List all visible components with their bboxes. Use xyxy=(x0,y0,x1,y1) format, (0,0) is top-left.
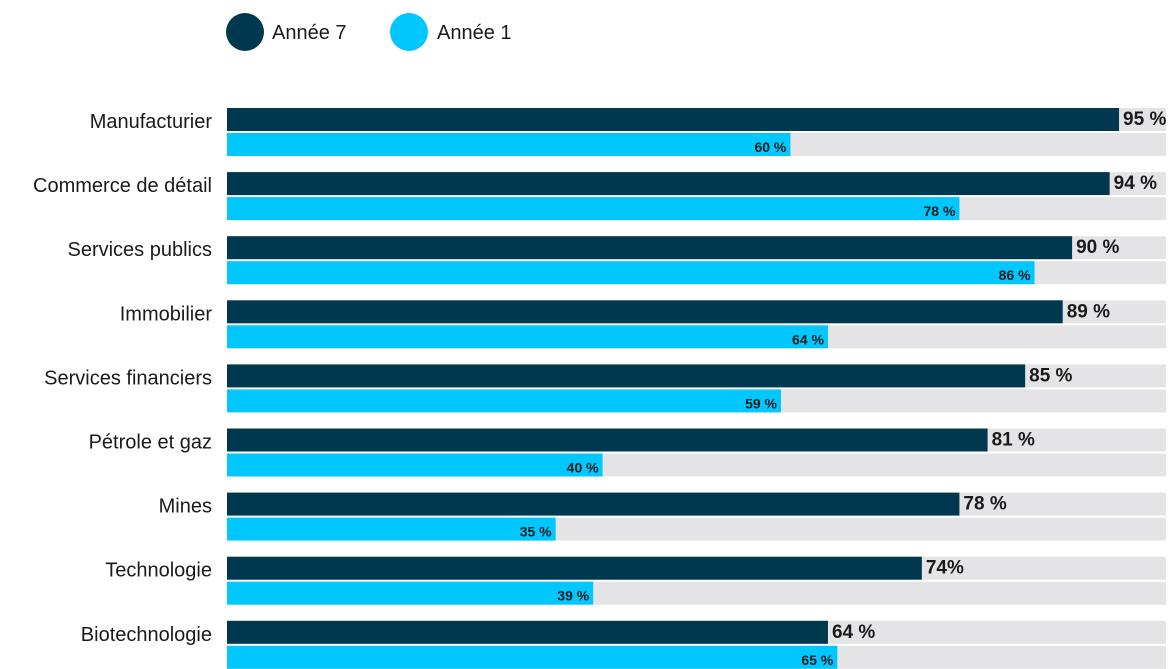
bar-year1 xyxy=(227,645,838,669)
bar-year1 xyxy=(227,389,782,413)
bar-year7 xyxy=(227,300,1063,324)
data-label-year1: 64 % xyxy=(792,331,824,347)
data-label-year1: 86 % xyxy=(999,267,1031,283)
bar-year1 xyxy=(227,325,828,349)
data-label-year7: 74% xyxy=(926,558,964,579)
data-label-year7: 90 % xyxy=(1076,237,1119,258)
legend-label-2: Année 1 xyxy=(437,22,512,44)
bar-year7 xyxy=(227,108,1120,131)
category-label: Commerce de détail xyxy=(33,175,212,197)
data-label-year7: 78 % xyxy=(963,494,1006,515)
bar-year1 xyxy=(227,581,594,605)
data-label-year1: 78 % xyxy=(923,203,955,219)
data-label-year7: 81 % xyxy=(992,430,1035,451)
bar-year1 xyxy=(227,197,960,221)
category-label: Services financiers xyxy=(44,367,212,389)
category-label: Mines xyxy=(159,496,212,518)
data-label-year7: 85 % xyxy=(1029,365,1072,386)
category-label: Biotechnologie xyxy=(81,624,212,646)
bar-year7 xyxy=(227,620,828,644)
bar-year7 xyxy=(227,236,1073,260)
legend-swatch-1 xyxy=(226,13,264,51)
data-label-year1: 39 % xyxy=(557,588,589,604)
bar-year7 xyxy=(227,364,1026,388)
legend-label-1: Année 7 xyxy=(272,22,347,44)
bar-year1 xyxy=(227,261,1035,285)
bar-year1 xyxy=(227,453,603,477)
legend-swatch-2 xyxy=(390,13,428,51)
category-label: Immobilier xyxy=(120,303,213,325)
data-label-year1: 60 % xyxy=(754,139,786,155)
data-label-year7: 89 % xyxy=(1067,301,1110,322)
data-label-year1: 65 % xyxy=(801,652,833,668)
data-label-year7: 94 % xyxy=(1114,173,1157,194)
category-label: Manufacturier xyxy=(90,111,213,133)
bar-year7 xyxy=(227,428,988,452)
bar-year7 xyxy=(227,172,1110,196)
bar-year7 xyxy=(227,556,922,580)
bar-year1 xyxy=(227,517,556,541)
data-label-year1: 40 % xyxy=(567,460,599,476)
category-label: Technologie xyxy=(105,560,212,582)
category-label: Pétrole et gaz xyxy=(89,432,212,454)
data-label-year7: 95 % xyxy=(1123,109,1166,130)
category-label: Services publics xyxy=(67,239,212,261)
bar-year7 xyxy=(227,492,960,516)
data-label-year7: 64 % xyxy=(832,622,875,643)
bar-year1 xyxy=(227,133,791,156)
data-label-year1: 59 % xyxy=(745,395,777,411)
data-label-year1: 35 % xyxy=(520,524,552,540)
